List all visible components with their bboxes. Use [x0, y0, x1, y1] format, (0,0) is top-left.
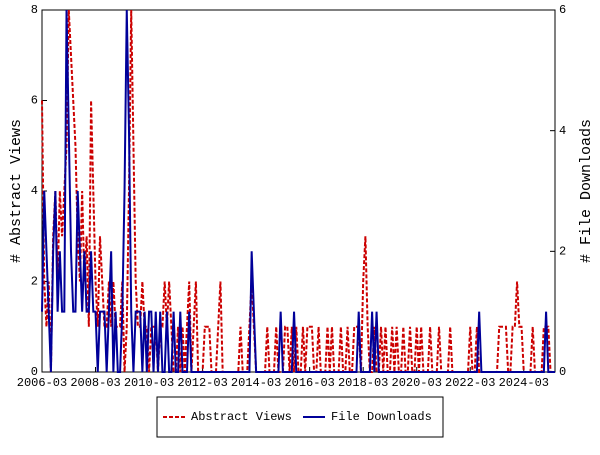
y2-tick-label: 6 — [559, 3, 566, 17]
x-tick-label: 2020-03 — [392, 376, 442, 390]
legend-label: File Downloads — [331, 410, 432, 424]
y-tick-label: 6 — [31, 94, 38, 108]
y2-tick-label: 4 — [559, 124, 566, 138]
x-tick-label: 2024-03 — [499, 376, 549, 390]
y-tick-label: 4 — [31, 184, 38, 198]
legend-label: Abstract Views — [191, 410, 292, 424]
x-tick-label: 2008-03 — [70, 376, 120, 390]
y-tick-label: 0 — [31, 365, 38, 379]
x-tick-label: 2012-03 — [177, 376, 227, 390]
y2-axis-label: # File Downloads — [578, 119, 595, 263]
x-tick-label: 2010-03 — [124, 376, 174, 390]
y-tick-label: 8 — [31, 3, 38, 17]
y2-tick-label: 2 — [559, 245, 566, 259]
x-tick-label: 2014-03 — [231, 376, 281, 390]
x-tick-label: 2016-03 — [284, 376, 334, 390]
x-tick-label: 2018-03 — [338, 376, 388, 390]
x-tick-label: 2006-03 — [17, 376, 67, 390]
x-tick-label: 2022-03 — [445, 376, 495, 390]
legend — [156, 396, 444, 438]
y-tick-label: 2 — [31, 275, 38, 289]
series-line — [41, 9, 555, 373]
y-axis-label: # Abstract Views — [8, 119, 25, 263]
y2-tick-label: 0 — [559, 365, 566, 379]
